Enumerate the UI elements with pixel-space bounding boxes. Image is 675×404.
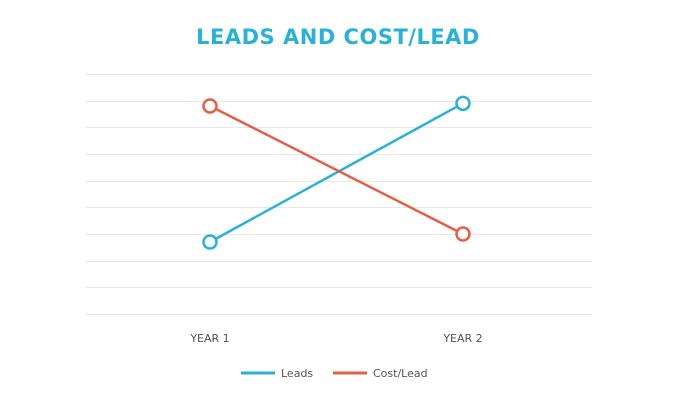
data-point [202, 98, 218, 114]
series-line-0 [209, 102, 464, 244]
legend: Leads Cost/Lead [241, 367, 428, 380]
gridlines [86, 74, 592, 315]
series-points [202, 95, 471, 250]
chart-title: LEADS AND COST/LEAD [196, 25, 480, 49]
x-tick-label: YEAR 2 [442, 332, 482, 345]
series-lines [209, 102, 464, 244]
x-axis-ticks: YEAR 1 YEAR 2 [189, 332, 482, 345]
data-point [202, 234, 218, 250]
data-point [455, 226, 471, 242]
series-line-1 [209, 104, 464, 236]
x-tick-label: YEAR 1 [189, 332, 229, 345]
legend-label: Cost/Lead [373, 367, 428, 380]
data-point [455, 95, 471, 112]
legend-label: Leads [281, 367, 313, 380]
